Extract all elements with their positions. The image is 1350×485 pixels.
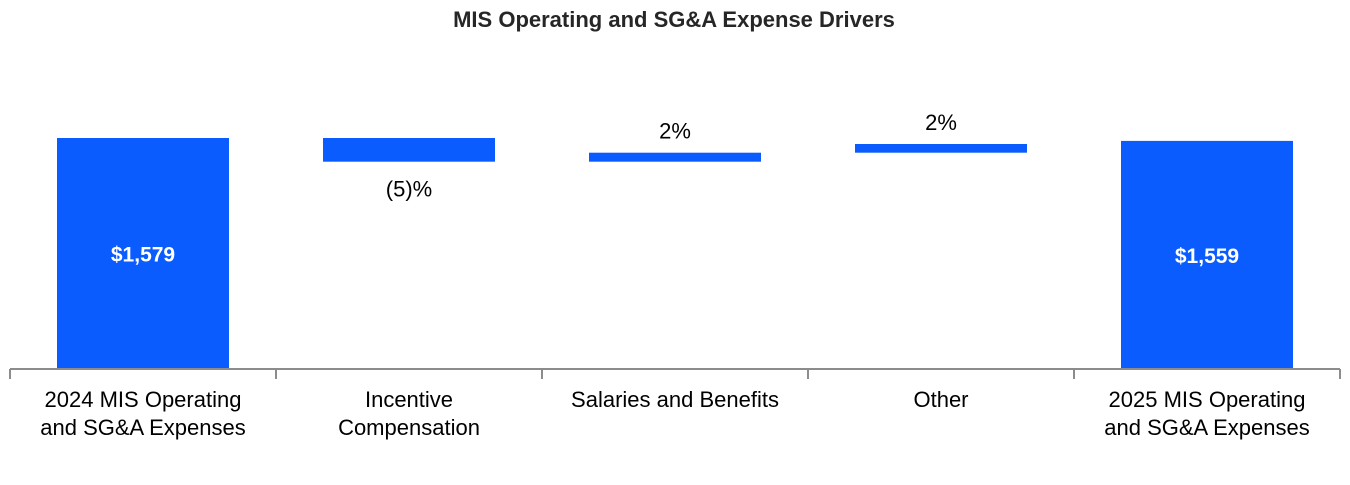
tick-label-line: 2025 MIS Operating — [1109, 387, 1306, 412]
bars-layer — [57, 138, 1293, 369]
bar-1 — [323, 138, 495, 162]
bar-0 — [57, 138, 229, 369]
tick-label-line: Compensation — [338, 415, 480, 440]
data-label-1: (5)% — [386, 177, 432, 202]
x-axis — [9, 368, 1341, 379]
data-label-3: 2% — [925, 110, 957, 135]
tick-label-line: Salaries and Benefits — [571, 387, 779, 412]
tick-label-3: Other — [913, 387, 968, 412]
tick-label-line: and SG&A Expenses — [1104, 415, 1309, 440]
data-label-4: $1,559 — [1175, 245, 1239, 268]
tick-label-line: Other — [913, 387, 968, 412]
tick-label-4: 2025 MIS Operating and SG&A Expenses — [1104, 387, 1309, 440]
tick-label-line: and SG&A Expenses — [40, 415, 245, 440]
chart-title: MIS Operating and SG&A Expense Drivers — [453, 7, 895, 32]
bar-4 — [1121, 140, 1293, 369]
tick-label-line: Incentive — [365, 387, 453, 412]
tick-label-line: 2024 MIS Operating — [45, 387, 242, 412]
labels-layer: $1,579 2024 MIS Operating and SG&A Expense… — [40, 110, 1309, 440]
tick-label-2: Salaries and Benefits — [571, 387, 779, 412]
tick-label-1: Incentive Compensation — [338, 387, 480, 440]
bar-2 — [589, 152, 761, 162]
bar-3 — [855, 144, 1027, 153]
data-label-2: 2% — [659, 119, 691, 144]
tick-label-0: 2024 MIS Operating and SG&A Expenses — [40, 387, 245, 440]
data-label-0: $1,579 — [111, 244, 175, 267]
